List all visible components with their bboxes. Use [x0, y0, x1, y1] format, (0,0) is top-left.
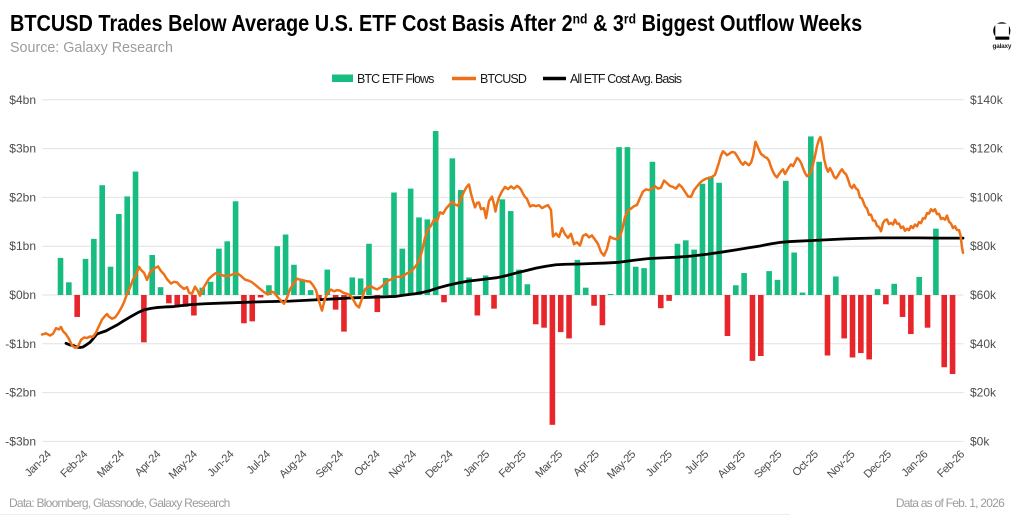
svg-text:Data: Bloomberg, Glassnode, Ga: Data: Bloomberg, Glassnode, Galaxy Resea…: [9, 496, 230, 510]
svg-text:$0bn: $0bn: [9, 288, 36, 302]
svg-text:galaxy: galaxy: [993, 43, 1012, 50]
svg-text:$0k: $0k: [970, 434, 990, 448]
svg-text:-$3bn: -$3bn: [5, 434, 36, 448]
svg-text:-$2bn: -$2bn: [5, 386, 36, 400]
svg-text:$80k: $80k: [970, 239, 997, 253]
svg-text:$60k: $60k: [970, 288, 997, 302]
svg-text:BTC ETF Flows: BTC ETF Flows: [357, 72, 434, 86]
svg-text:Source: Galaxy Research: Source: Galaxy Research: [10, 40, 173, 56]
svg-text:$40k: $40k: [970, 337, 997, 351]
svg-text:$120k: $120k: [970, 142, 1004, 156]
svg-text:$100k: $100k: [970, 190, 1004, 204]
svg-text:-$1bn: -$1bn: [5, 337, 36, 351]
svg-text:$3bn: $3bn: [9, 142, 36, 156]
svg-text:$4bn: $4bn: [9, 93, 36, 107]
svg-text:BTCUSD Trades Below Average U.: BTCUSD Trades Below Average U.S. ETF Cos…: [10, 11, 862, 37]
svg-text:$140k: $140k: [970, 93, 1004, 107]
svg-text:$2bn: $2bn: [9, 190, 36, 204]
svg-text:$1bn: $1bn: [9, 239, 36, 253]
svg-text:All ETF Cost Avg. Basis: All ETF Cost Avg. Basis: [570, 72, 682, 86]
svg-text:Data as of Feb. 1, 2026: Data as of Feb. 1, 2026: [896, 496, 1005, 510]
svg-text:BTCUSD: BTCUSD: [480, 72, 527, 86]
svg-text:$20k: $20k: [970, 386, 997, 400]
